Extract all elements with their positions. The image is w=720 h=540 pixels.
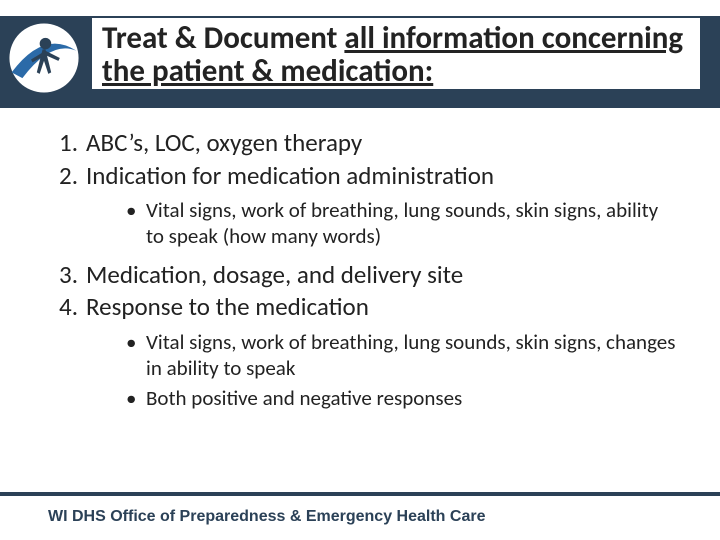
list-item-text: ABC’s, LOC, oxygen therapy [86,127,362,158]
content-area: ABC’s, LOC, oxygen therapy Indication fo… [48,128,680,421]
sublist: Vital signs, work of breathing, lung sou… [86,197,680,250]
list-item: ABC’s, LOC, oxygen therapy [48,128,680,159]
footer-divider [0,492,720,496]
list-item-text: Medication, dosage, and delivery site [86,259,463,290]
slide-title: Treat & Document all information concern… [102,22,690,87]
footer-text: WI DHS Office of Preparedness & Emergenc… [48,508,485,526]
ordered-list: ABC’s, LOC, oxygen therapy Indication fo… [48,128,680,411]
list-item: Indication for medication administration… [48,161,680,250]
person-swoosh-icon [8,22,80,94]
list-item-text: Response to the medication [86,291,369,322]
sublist-item: Vital signs, work of breathing, lung sou… [86,197,680,250]
brand-logo [8,22,80,94]
title-box: Treat & Document all information concern… [92,18,700,89]
sublist: Vital signs, work of breathing, lung sou… [86,329,680,412]
list-item: Medication, dosage, and delivery site [48,260,680,291]
sublist-item: Both positive and negative responses [86,385,680,411]
sublist-item: Vital signs, work of breathing, lung sou… [86,329,680,382]
list-item: Response to the medication Vital signs, … [48,292,680,411]
list-item-text: Indication for medication administration [86,160,494,191]
slide: Treat & Document all information concern… [0,0,720,540]
